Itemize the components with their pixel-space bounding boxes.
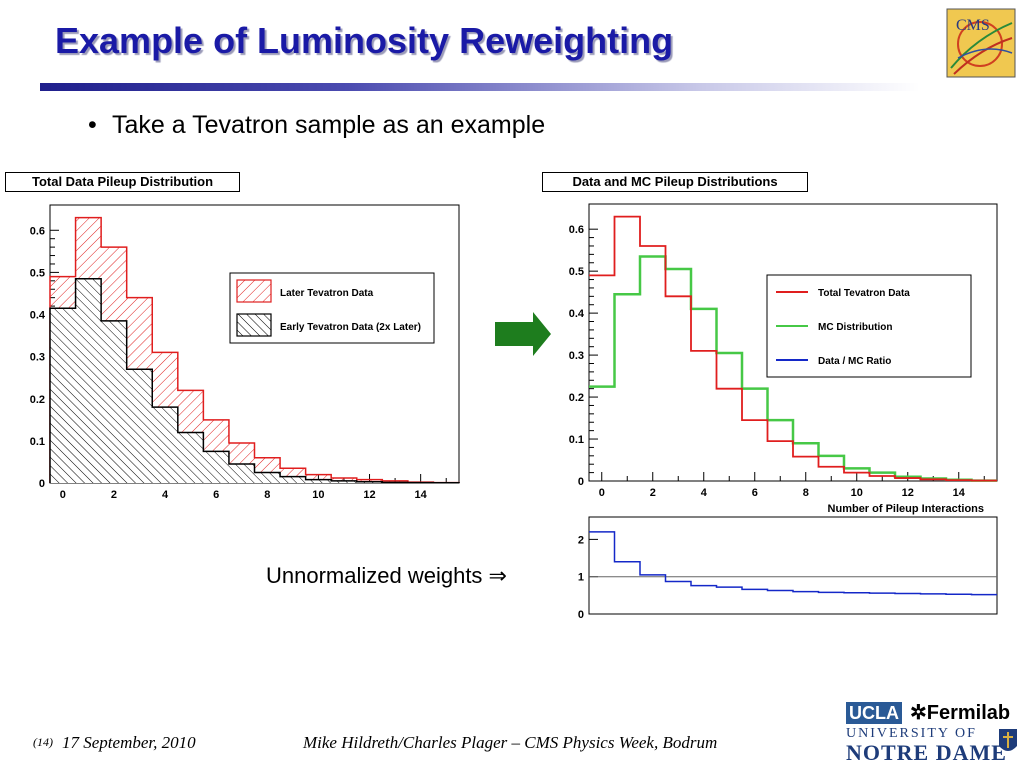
left-y-tick-label: 0.5: [30, 267, 45, 279]
footer-authors: Mike Hildreth/Charles Plager – CMS Physi…: [303, 733, 718, 752]
left-x-tick-label: 6: [213, 489, 219, 501]
legend-label-later: Later Tevatron Data: [280, 288, 374, 299]
left-x-tick-label: 10: [312, 489, 324, 501]
title-underline: [40, 83, 920, 91]
right-y-tick-label: 0.3: [569, 350, 584, 362]
right-legend: Total Tevatron Data MC Distribution Data /…: [766, 274, 972, 378]
right-y-tick-label: 0: [578, 476, 584, 488]
right-x-tick-label: 10: [851, 487, 863, 499]
left-x-tick-label: 0: [60, 489, 66, 501]
right-arrow-icon: [495, 312, 551, 356]
left-y-tick-label: 0.4: [30, 310, 46, 322]
cms-logo: CMS: [946, 8, 1016, 78]
left-y-tick-label: 0: [39, 478, 45, 490]
bullet-text: Take a Tevatron sample as an example: [112, 111, 546, 139]
left-y-tick-label: 0.6: [30, 225, 45, 237]
ratio-plot-frame: [588, 516, 998, 615]
notre-dame-line1: UNIVERSITY OF: [846, 726, 977, 741]
ratio-y-tick-label: 2: [578, 534, 584, 546]
slide-title: Example of Luminosity Reweighting: [55, 20, 674, 61]
left-y-tick-label: 0.1: [30, 436, 45, 448]
legend-swatch-early: [236, 313, 272, 337]
left-x-tick-label: 4: [162, 489, 169, 501]
right-legend-label-1: MC Distribution: [818, 322, 892, 333]
right-x-tick-label: 8: [803, 487, 809, 499]
left-y-tick-label: 0.3: [30, 352, 45, 364]
right-x-tick-label: 0: [599, 487, 605, 499]
ratio-y-tick-label: 0: [578, 609, 584, 621]
right-y-tick-label: 0.1: [569, 434, 584, 446]
left-x-tick-label: 12: [363, 489, 375, 501]
right-y-tick-label: 0.4: [569, 308, 585, 320]
right-x-tick-label: 12: [902, 487, 914, 499]
weights-label: Unnormalized weights ⇒: [266, 563, 507, 588]
sponsor-logos: UCLA ✲Fermilab UNIVERSITY OF NOTRE DAME: [846, 702, 1020, 765]
early-tevatron-hist: [49, 277, 460, 484]
right-legend-label-2: Data / MC Ratio: [818, 356, 891, 367]
tevatron-data-line: [589, 215, 997, 482]
right-y-tick-label: 0.2: [569, 392, 584, 404]
bullet-icon: •: [88, 111, 97, 139]
right-chart-title: Data and MC Pileup Distributions: [542, 172, 808, 192]
right-x-tick-label: 2: [650, 487, 656, 499]
cms-logo-text: CMS: [956, 17, 990, 34]
left-x-tick-label: 14: [415, 489, 428, 501]
footer-date: 17 September, 2010: [62, 733, 196, 752]
data-mc-ratio-line: [589, 531, 997, 596]
bullet-item: • Take a Tevatron sample as an example: [88, 111, 545, 140]
ucla-logo: UCLA: [846, 702, 902, 724]
legend-label-early: Early Tevatron Data (2x Later): [280, 322, 421, 333]
notre-dame-line2: NOTRE DAME: [846, 740, 1007, 765]
right-x-tick-label: 14: [953, 487, 966, 499]
left-x-tick-label: 2: [111, 489, 117, 501]
fermilab-icon: ✲: [910, 702, 927, 724]
ratio-y-tick-label: 1: [578, 572, 584, 584]
slide-number: (14): [33, 735, 53, 749]
right-x-tick-label: 4: [701, 487, 708, 499]
notre-dame-crest-icon: [999, 729, 1017, 751]
right-x-tick-label: 6: [752, 487, 758, 499]
right-y-tick-label: 0.6: [569, 224, 584, 236]
right-x-axis-label: Number of Pileup Interactions: [828, 503, 984, 515]
left-legend: Later Tevatron Data Early Tevatron Data (…: [229, 272, 435, 344]
legend-swatch-later: [236, 279, 272, 303]
fermilab-logo: ✲Fermilab: [910, 702, 1011, 724]
left-chart-title: Total Data Pileup Distribution: [5, 172, 240, 192]
right-legend-label-0: Total Tevatron Data: [818, 288, 910, 299]
left-x-tick-label: 8: [264, 489, 270, 501]
right-y-tick-label: 0.5: [569, 266, 584, 278]
left-y-tick-label: 0.2: [30, 394, 45, 406]
